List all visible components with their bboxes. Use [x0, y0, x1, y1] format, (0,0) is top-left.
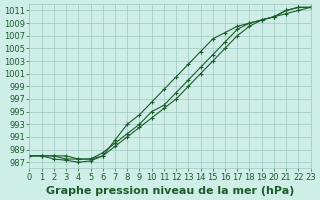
- X-axis label: Graphe pression niveau de la mer (hPa): Graphe pression niveau de la mer (hPa): [46, 186, 294, 196]
